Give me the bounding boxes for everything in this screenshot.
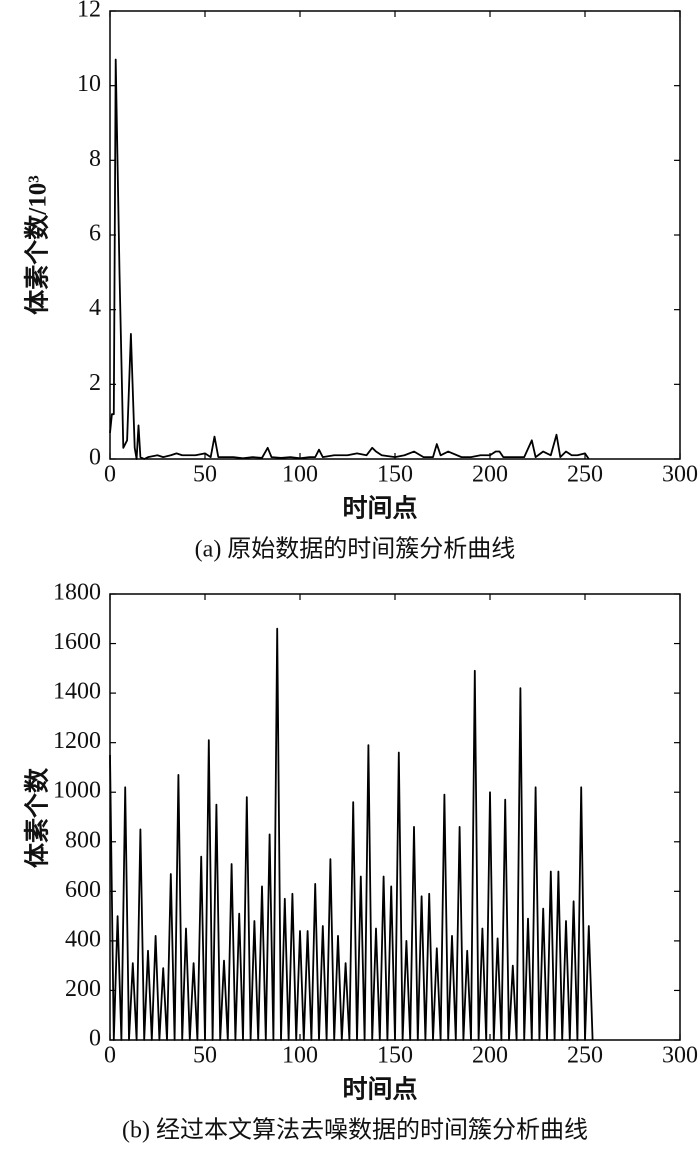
x-tick-label: 0 — [104, 462, 116, 488]
caption: (a) 原始数据的时间簇分析曲线 — [195, 536, 516, 563]
y-tick-label: 6 — [89, 221, 101, 247]
x-tick-label: 100 — [282, 462, 318, 488]
x-tick-label: 200 — [472, 462, 508, 488]
y-tick-label: 400 — [65, 926, 101, 952]
x-tick-label: 50 — [193, 1043, 217, 1069]
x-tick-label: 300 — [662, 1043, 698, 1069]
x-tick-label: 150 — [377, 462, 413, 488]
y-tick-label: 200 — [65, 976, 101, 1002]
x-tick-label: 300 — [662, 462, 698, 488]
x-axis-label: 时间点 — [342, 495, 417, 523]
y-tick-label: 1000 — [53, 778, 101, 804]
x-tick-label: 0 — [104, 1043, 116, 1069]
y-tick-label: 1200 — [53, 728, 101, 754]
y-tick-label: 4 — [89, 295, 101, 321]
y-tick-label: 2 — [89, 370, 101, 396]
y-tick-label: 1800 — [53, 580, 101, 606]
caption: (b) 经过本文算法去噪数据的时间簇分析曲线 — [122, 1117, 588, 1144]
y-axis-label: 体素个数 — [24, 767, 52, 868]
x-tick-label: 150 — [377, 1043, 413, 1069]
y-tick-label: 800 — [65, 827, 101, 853]
y-tick-label: 1600 — [53, 629, 101, 655]
x-axis-label: 时间点 — [342, 1076, 417, 1104]
data-line — [109, 627, 594, 1041]
y-tick-label: 0 — [89, 1026, 101, 1052]
data-line — [109, 58, 590, 460]
x-tick-label: 50 — [193, 462, 217, 488]
y-tick-label: 600 — [65, 877, 101, 903]
y-tick-label: 10 — [77, 71, 101, 97]
y-axis-label: 体素个数/10³ — [24, 175, 52, 314]
x-tick-label: 100 — [282, 1043, 318, 1069]
x-tick-label: 250 — [567, 1043, 603, 1069]
x-tick-label: 250 — [567, 462, 603, 488]
plot-frame — [109, 10, 681, 460]
y-tick-label: 0 — [89, 445, 101, 471]
x-tick-label: 200 — [472, 1043, 508, 1069]
y-tick-label: 1400 — [53, 679, 101, 705]
y-tick-label: 8 — [89, 146, 101, 172]
y-tick-label: 12 — [77, 0, 101, 23]
